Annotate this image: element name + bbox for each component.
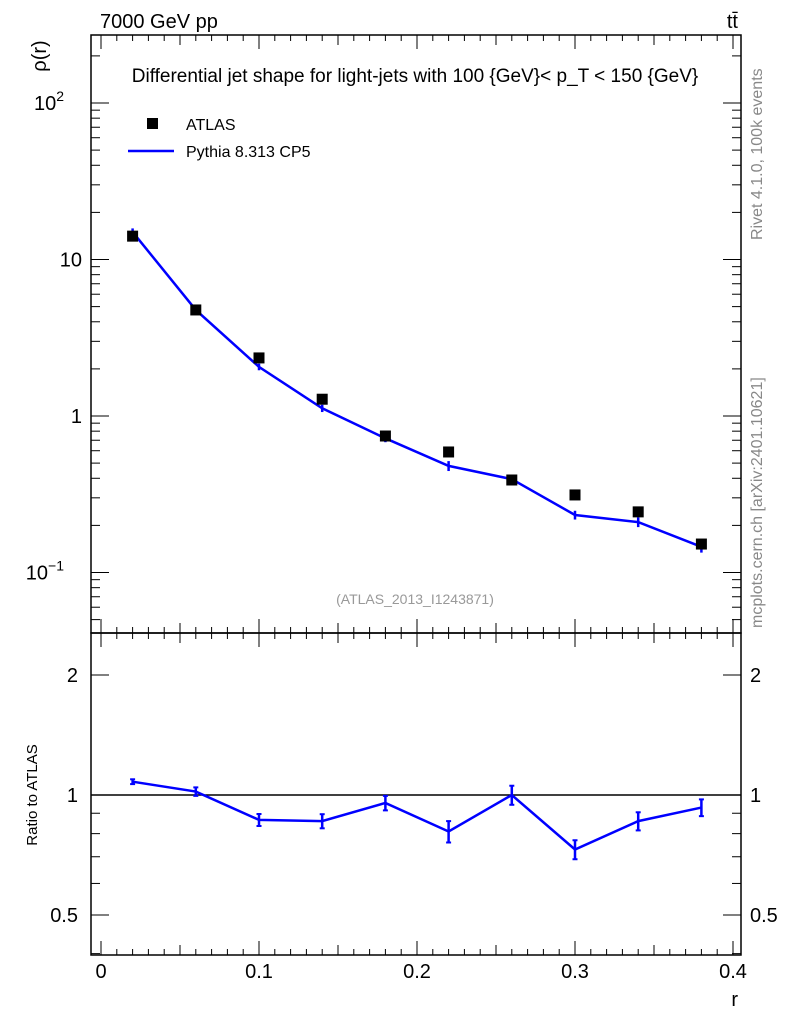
atlas-data-point [316, 393, 328, 405]
main-ylabel: ρ(r) [29, 40, 51, 71]
atlas-data-point [632, 506, 644, 518]
legend-atlas-label: ATLAS [186, 117, 236, 134]
y-tick-label: 10 [60, 250, 82, 272]
x-tick-label: 0.1 [245, 961, 273, 983]
y-tick-label: 10−1 [26, 558, 64, 585]
atlas-data-point [443, 446, 455, 458]
main-title: Differential jet shape for light-jets wi… [132, 66, 699, 87]
atlas-data-point [127, 230, 139, 242]
ratio-frame [90, 632, 742, 956]
mcplots-label: mcplots.cern.ch [arXiv:2401.10621] [749, 377, 766, 628]
y-tick-label: 102 [34, 88, 64, 115]
mc-line [131, 231, 702, 548]
atlas-data-point [506, 474, 518, 486]
ratio-y-tick-label-right: 0.5 [750, 905, 778, 927]
legend-mc-label: Pythia 8.313 CP5 [186, 144, 311, 161]
watermark: (ATLAS_2013_I1243871) [336, 591, 494, 607]
header-left: 7000 GeV pp [100, 11, 218, 33]
ratio-y-tick-label-right: 1 [750, 785, 761, 807]
ratio-y-tick-label: 0.5 [50, 905, 78, 927]
ratio-y-tick-label-right: 2 [750, 665, 761, 687]
ratio-line [132, 780, 702, 851]
x-tick-label: 0.4 [719, 961, 747, 983]
legend-atlas-marker [147, 118, 158, 129]
ratio-y-tick-label: 2 [67, 665, 78, 687]
x-tick-label: 0 [95, 961, 106, 983]
atlas-data-point [379, 430, 391, 442]
ratio-ylabel: Ratio to ATLAS [24, 744, 41, 845]
xlabel: r [731, 989, 738, 1011]
atlas-data-point [253, 352, 265, 364]
ratio-y-tick-label: 1 [67, 785, 78, 807]
y-tick-label: 1 [71, 406, 82, 428]
x-tick-label: 0.3 [561, 961, 589, 983]
x-tick-label: 0.2 [403, 961, 431, 983]
atlas-data-point [569, 489, 581, 501]
rivet-label: Rivet 4.1.0, 100k events [749, 68, 766, 240]
atlas-data-point [695, 538, 707, 550]
header-right: tt̄ [727, 11, 739, 33]
atlas-data-point [190, 304, 202, 316]
